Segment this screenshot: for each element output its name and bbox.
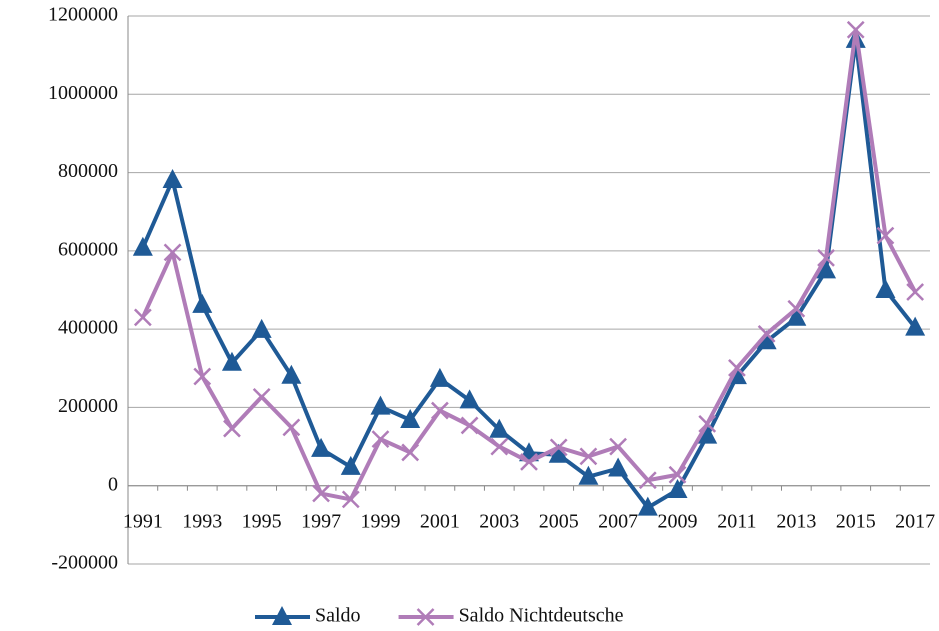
point [416,608,435,626]
x-tick-label: 2011 [717,510,756,532]
point [132,236,153,256]
point [697,424,718,444]
x-tick-label: 1995 [242,510,282,532]
point [875,279,896,298]
point [816,259,837,279]
point [252,387,271,406]
point [668,465,687,484]
legend-label: Saldo Nichtdeutsche [459,605,624,627]
x-tick-label: 2013 [776,510,816,532]
point [162,169,183,189]
point [578,465,599,485]
point [548,443,569,463]
point [786,306,807,326]
x-tick-label: 2009 [658,510,698,532]
point [312,484,330,503]
point [579,447,598,466]
point [906,283,925,301]
x-tick-label: 2001 [420,510,460,532]
point [549,438,568,457]
point [876,226,895,245]
point [429,367,450,387]
point [756,330,777,350]
point [757,324,776,343]
x-tick-label: 2007 [598,510,638,532]
point [905,316,926,336]
point [431,401,449,420]
point [340,455,361,475]
point [787,299,806,318]
point [371,430,390,449]
x-tick-label: 1993 [182,510,222,532]
y-tick-label: 1200000 [48,4,118,26]
series-line [141,27,917,502]
point [490,437,509,456]
point [698,414,717,433]
point [520,452,538,471]
y-tick-label: 0 [108,473,118,495]
point [817,249,835,267]
x-tick-label: 1991 [123,510,163,532]
point [609,437,627,456]
y-tick-label: 400000 [58,317,118,339]
point [608,457,629,477]
series-line [141,37,917,510]
y-tick-label: 200000 [58,395,118,417]
point [193,367,212,386]
x-tick-label: 2015 [836,510,876,532]
x-tick-label: 2003 [479,510,519,532]
y-tick-label: 800000 [58,160,118,182]
x-tick-label: 2017 [895,510,935,532]
point [489,418,510,438]
x-tick-label: 1997 [301,510,341,532]
point [638,471,657,490]
point [459,389,480,409]
point [460,416,479,435]
x-tick-label: 2005 [539,510,579,532]
point [637,496,658,516]
point [192,293,213,313]
point [133,308,152,327]
point [281,364,302,384]
point [370,395,391,415]
point [341,490,360,509]
point [251,318,272,338]
point [401,443,420,462]
y-tick-label: -200000 [51,552,118,574]
point [223,419,241,438]
point [728,359,746,377]
point [846,20,865,39]
x-tick-label: 1999 [360,510,400,532]
point [400,408,421,428]
point [311,437,332,457]
point [221,351,242,371]
point [667,479,688,499]
y-tick-label: 600000 [58,238,118,260]
point [163,243,182,262]
point [282,418,301,437]
legend-label: Saldo [315,605,361,627]
y-tick-label: 1000000 [48,82,118,104]
point [272,606,292,625]
